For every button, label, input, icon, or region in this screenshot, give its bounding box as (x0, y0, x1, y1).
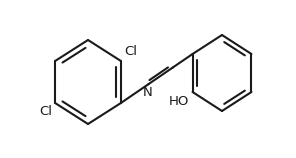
Text: HO: HO (169, 95, 189, 108)
Text: Cl: Cl (39, 105, 52, 118)
Text: Cl: Cl (124, 45, 137, 58)
Text: N: N (142, 86, 152, 99)
